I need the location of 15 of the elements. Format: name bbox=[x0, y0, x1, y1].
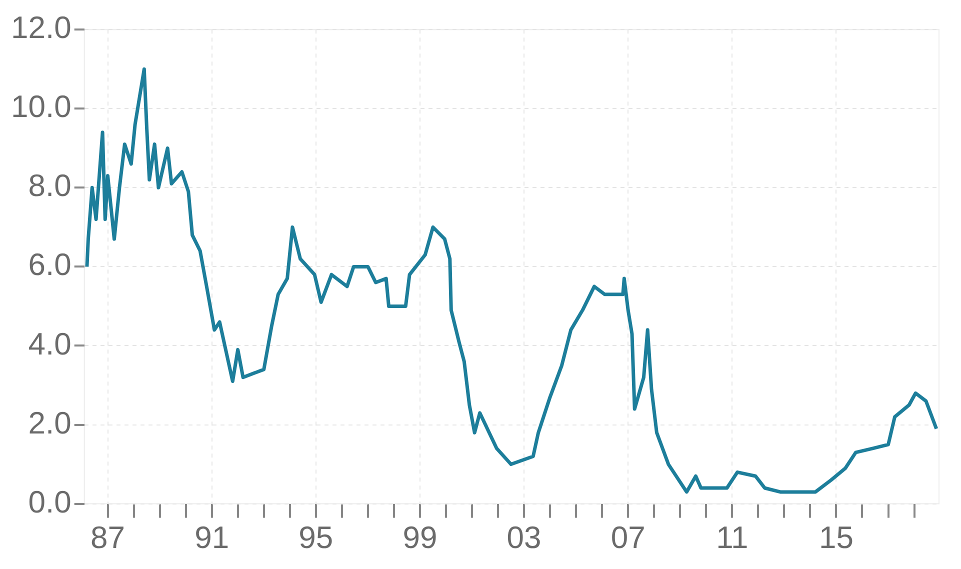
x-tick-label: 87 bbox=[90, 520, 125, 555]
y-tick-label: 6.0 bbox=[28, 247, 72, 282]
x-tick-label: 91 bbox=[194, 520, 230, 555]
x-tick-label: 07 bbox=[610, 520, 646, 555]
y-tick-label: 8.0 bbox=[28, 168, 72, 204]
x-tick-label: 95 bbox=[298, 520, 334, 555]
x-tick-label: 99 bbox=[402, 520, 438, 555]
y-tick-label: 0.0 bbox=[28, 484, 72, 520]
x-tick-label: 11 bbox=[716, 520, 748, 555]
x-tick-label: 03 bbox=[506, 520, 542, 555]
y-tick-label: 12.0 bbox=[10, 10, 72, 46]
y-tick-label: 2.0 bbox=[28, 405, 72, 440]
y-tick-label: 4.0 bbox=[28, 326, 72, 362]
x-tick-label: 15 bbox=[818, 520, 854, 555]
y-tick-label: 10.0 bbox=[10, 89, 72, 124]
